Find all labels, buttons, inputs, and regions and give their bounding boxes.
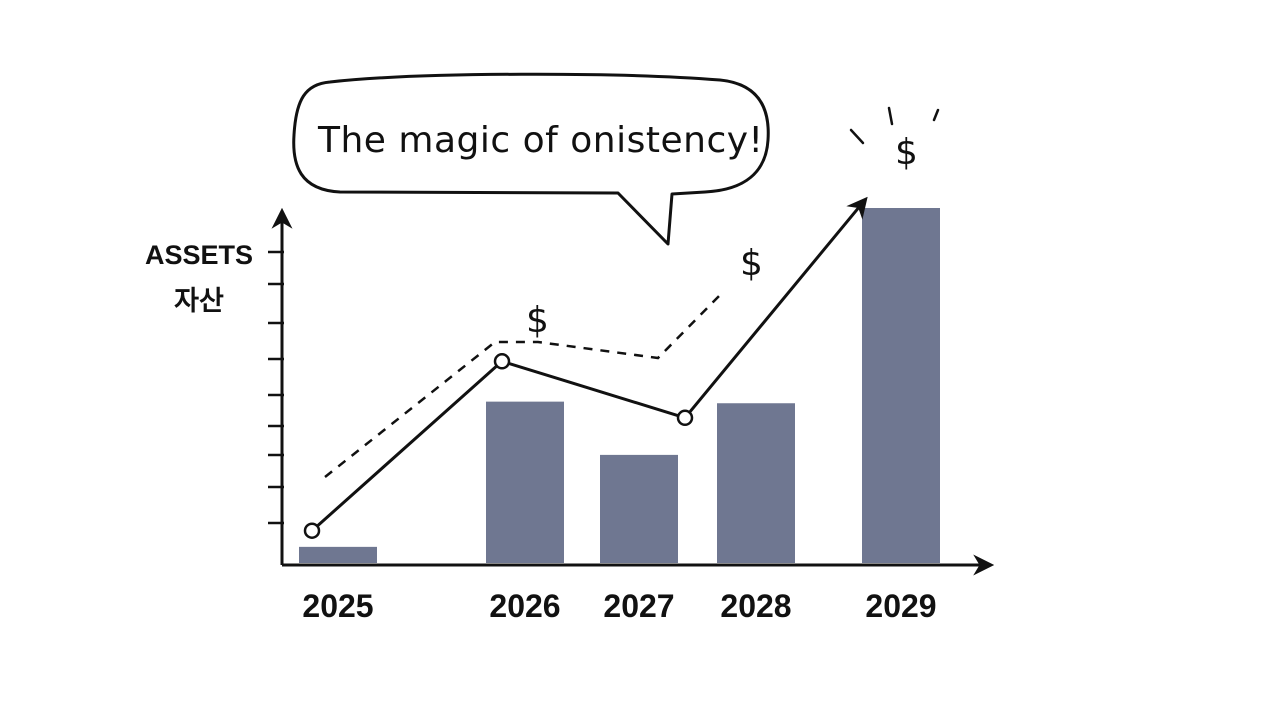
bar-2025 [299, 546, 377, 563]
x-tick-label-2026: 2026 [489, 588, 560, 624]
trend-point-2026 [493, 353, 511, 370]
bar-2028 [717, 403, 795, 563]
dollar-sign-3: $ [895, 132, 918, 173]
dashed-trend-line [324, 292, 723, 478]
speech-bubble [292, 72, 770, 246]
bar-2027 [600, 454, 678, 563]
sparkle-stroke-middle [887, 106, 894, 126]
x-axis-tick-labels: 2025 2026 2027 2028 2029 [302, 588, 936, 624]
x-tick-label-2029: 2029 [865, 588, 936, 624]
dollar-sign-2: $ [740, 243, 763, 284]
x-tick-label-2028: 2028 [720, 588, 791, 624]
trend-point-2025 [303, 522, 321, 539]
speech-bubble-text: The magic of onistency! [317, 120, 763, 161]
dollar-sign-1: $ [526, 300, 549, 341]
bars [299, 208, 940, 563]
x-tick-label-2025: 2025 [302, 588, 373, 624]
y-axis-label-en: ASSETS [145, 240, 253, 270]
trend-line-path [311, 196, 868, 532]
trend-point-2027 [676, 409, 694, 427]
sparkle-stroke-right [932, 108, 940, 122]
bar-2026 [486, 401, 564, 563]
x-tick-label-2027: 2027 [603, 588, 674, 624]
trend-line [303, 196, 868, 539]
bar-2029 [862, 208, 940, 563]
sparkle-stroke-left [849, 128, 865, 145]
y-axis-label-ko: 자산 [174, 286, 224, 316]
